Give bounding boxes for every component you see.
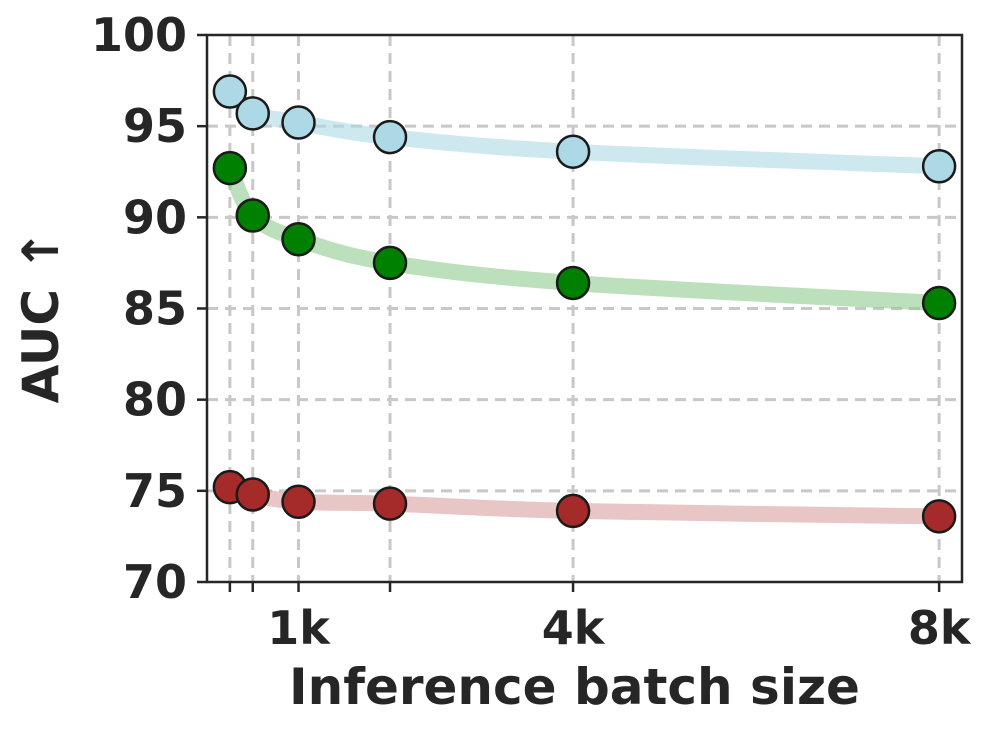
x-tick-label: 1k [267, 601, 331, 655]
series-1-point-0 [212, 150, 248, 186]
y-axis-label: AUC ↑ [12, 230, 70, 404]
x-tick-label: 8k [908, 601, 972, 655]
series-0-point-1 [235, 96, 271, 131]
y-tick-label: 75 [123, 464, 187, 518]
series-1-point-2 [281, 221, 316, 257]
y-tick-label: 90 [123, 190, 187, 244]
x-tick-label: 4k [542, 601, 606, 655]
series-1-point-5 [921, 285, 957, 321]
series-2-point-4 [555, 493, 591, 529]
x-axis-label: Inference batch size [289, 658, 860, 716]
series-1-point-1 [235, 198, 271, 233]
series-1-point-3 [372, 245, 408, 281]
series-2-point-3 [372, 486, 408, 521]
series-2-point-5 [921, 499, 957, 534]
series-1-point-4 [555, 265, 591, 301]
y-tick-label: 80 [123, 373, 187, 427]
series-0-point-4 [555, 134, 591, 169]
y-tick-label: 85 [123, 282, 187, 336]
axis-ticks: 70 75 80 85 90 95 100 1k 4k 8k [91, 8, 972, 655]
series-markers [212, 74, 957, 534]
series-2-point-1 [235, 477, 271, 512]
series-0-point-2 [281, 105, 316, 140]
y-tick-label: 100 [91, 8, 187, 62]
series-0-point-5 [921, 149, 957, 184]
series-0-point-3 [372, 119, 408, 155]
y-tick-label: 70 [123, 555, 187, 609]
y-tick-label: 95 [123, 99, 187, 153]
series-0-point-0 [212, 74, 248, 109]
series-2-point-2 [281, 484, 316, 520]
